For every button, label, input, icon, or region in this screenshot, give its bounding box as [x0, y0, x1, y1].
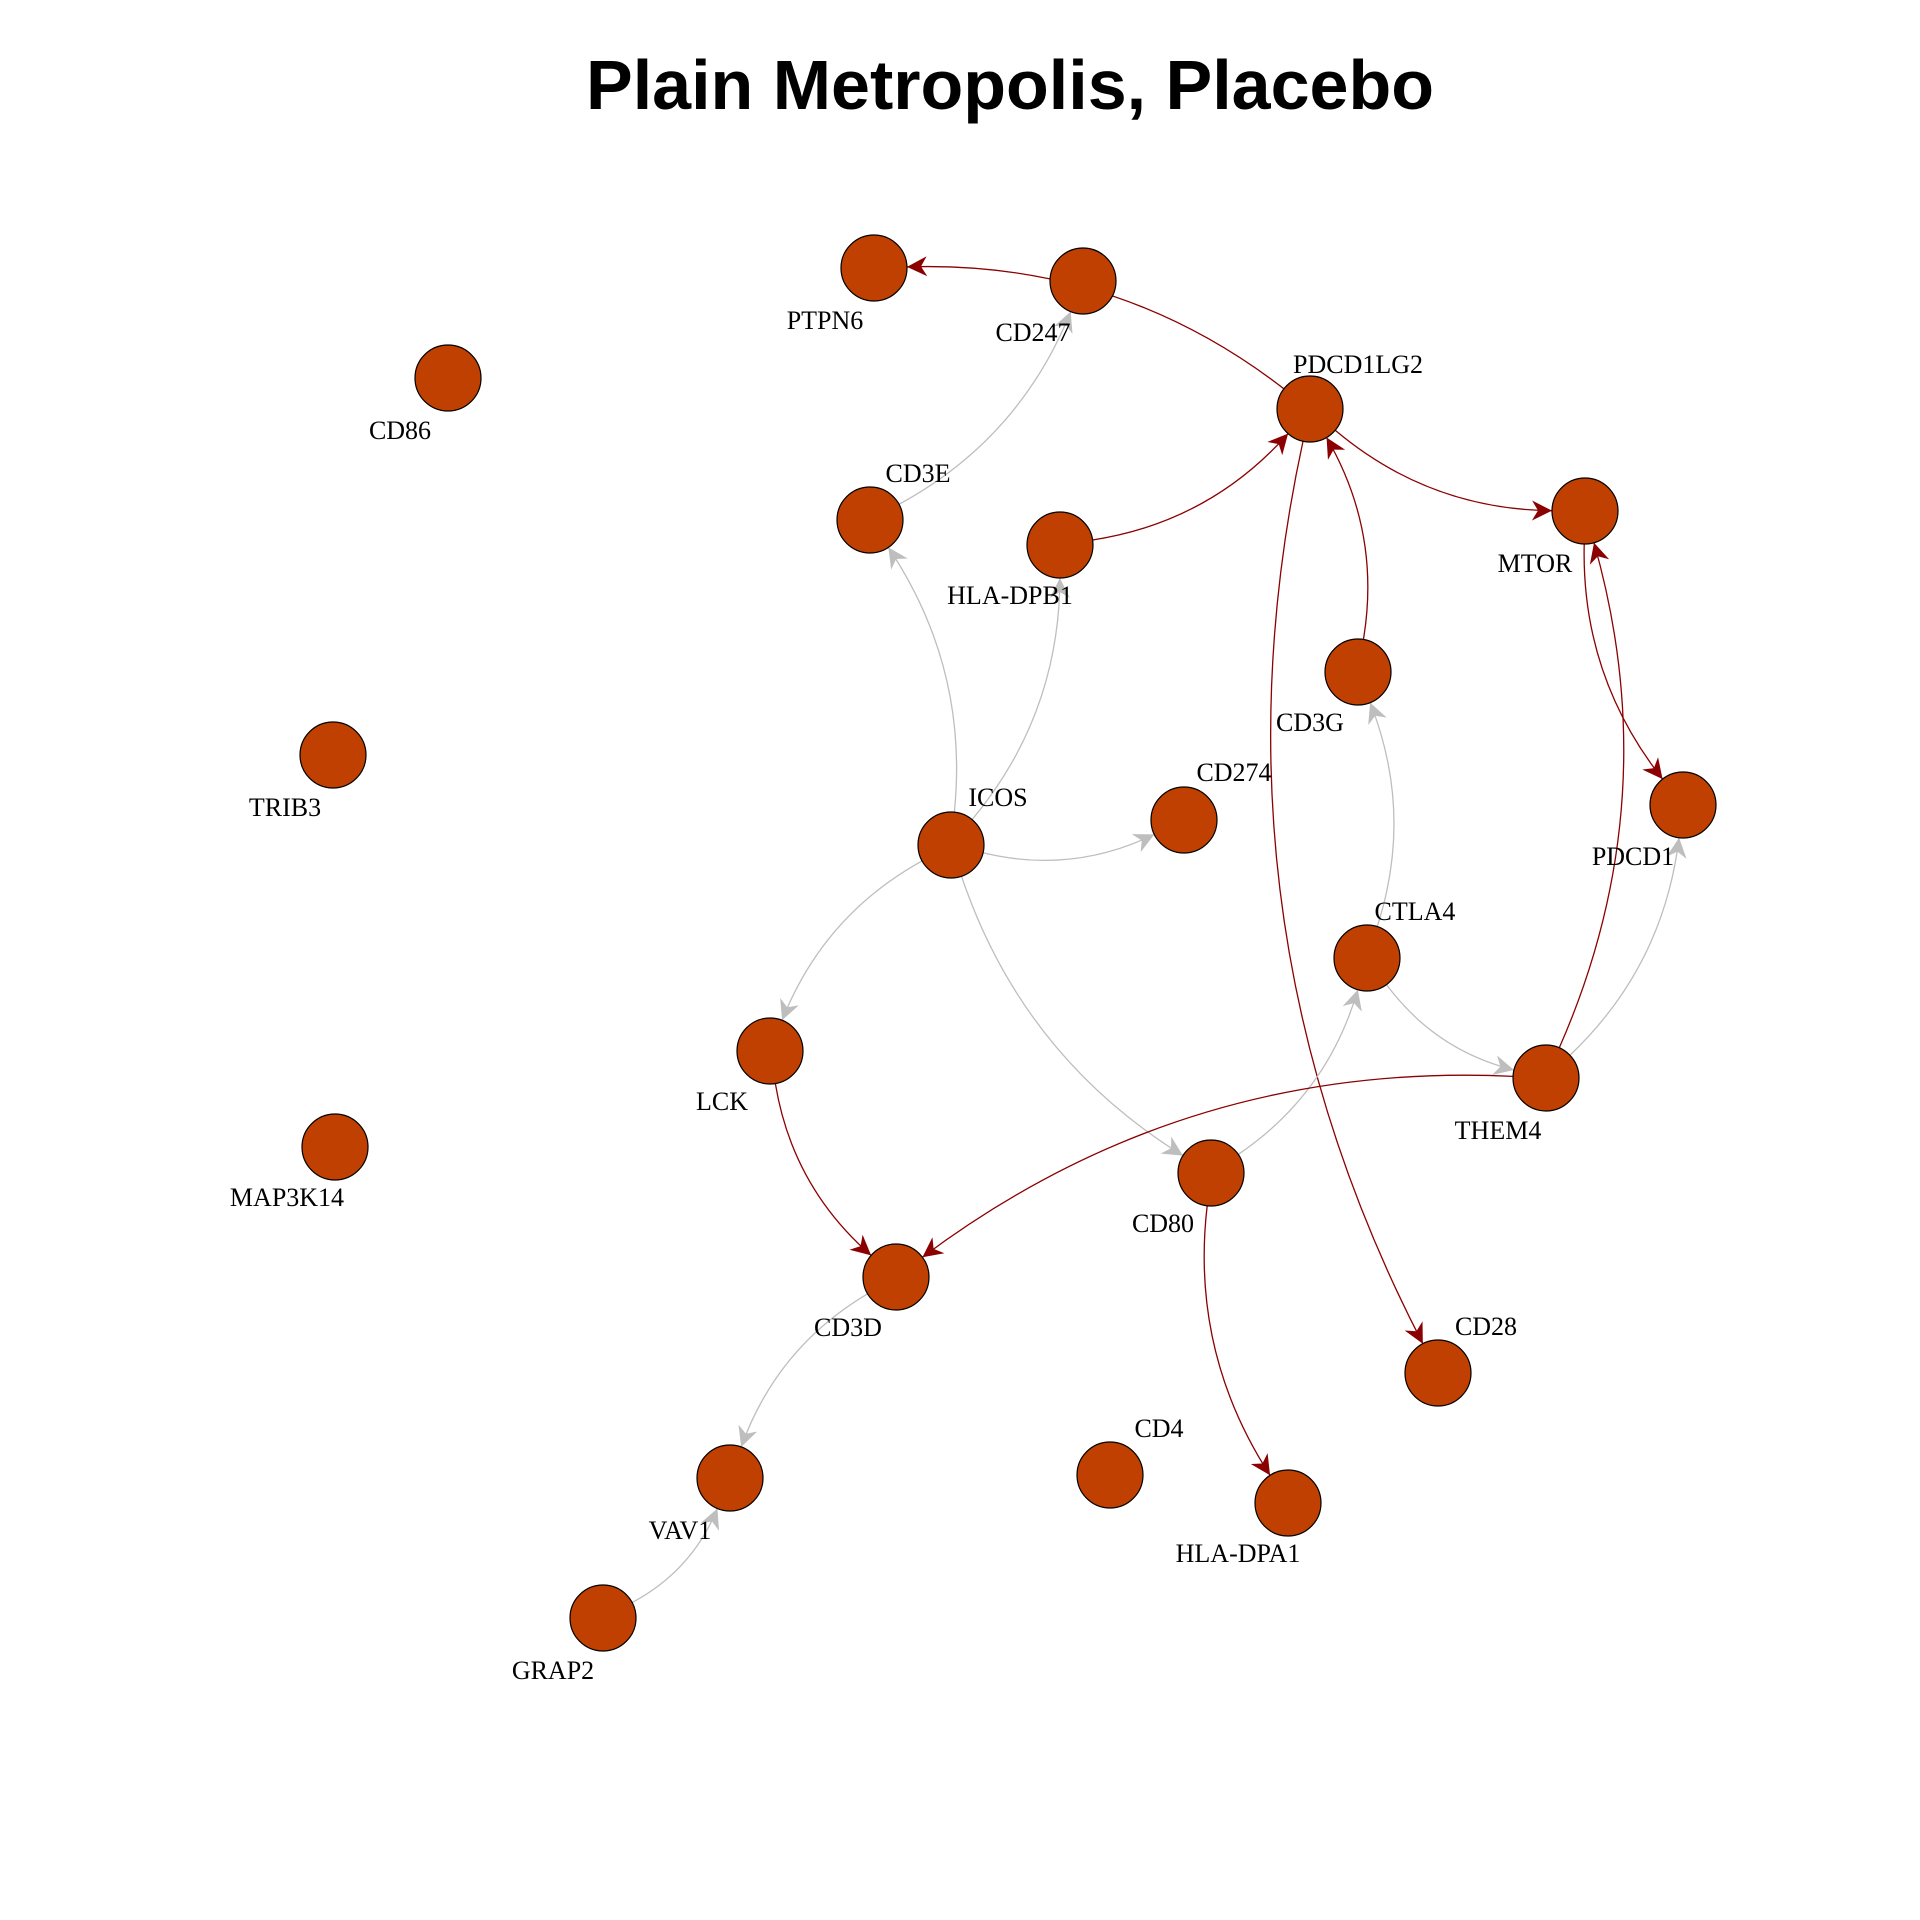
- edge-pdcd1lg2-to-cd28: [1270, 441, 1424, 1344]
- node-label-hla-dpa1: HLA-DPA1: [1176, 1539, 1301, 1568]
- node-lck[interactable]: [736, 1017, 804, 1085]
- node-label-cd4: CD4: [1134, 1414, 1183, 1443]
- edge-grap2-to-vav1: [631, 1508, 720, 1604]
- node-label-lck: LCK: [696, 1087, 748, 1116]
- edge-cd80-to-ctla4: [1237, 989, 1362, 1155]
- node-vav1[interactable]: [696, 1444, 764, 1512]
- edge-mtor-to-pdcd1: [1583, 543, 1664, 780]
- node-label-cd28: CD28: [1455, 1312, 1517, 1341]
- node-pdcd1[interactable]: [1649, 771, 1717, 839]
- page-title: Plain Metropolis, Placebo: [586, 46, 1434, 124]
- node-cd86[interactable]: [414, 344, 482, 412]
- node-label-hla-dpb1: HLA-DPB1: [947, 581, 1073, 610]
- edge-cd3e-to-cd247: [898, 311, 1073, 505]
- node-label-cd3d: CD3D: [814, 1313, 882, 1342]
- node-cd3d[interactable]: [862, 1243, 930, 1311]
- node-label-cd3g: CD3G: [1276, 708, 1344, 737]
- node-map3k14[interactable]: [301, 1113, 369, 1181]
- edge-them4-to-cd3d: [922, 1074, 1514, 1258]
- node-label-map3k14: MAP3K14: [230, 1183, 344, 1212]
- node-label-them4: THEM4: [1455, 1116, 1542, 1145]
- node-pdcd1lg2[interactable]: [1276, 375, 1344, 443]
- node-grap2[interactable]: [569, 1584, 637, 1652]
- nodes-layer: [299, 234, 1717, 1652]
- node-trib3[interactable]: [299, 721, 367, 789]
- node-label-cd3e: CD3E: [886, 459, 951, 488]
- edge-ctla4-to-them4: [1386, 984, 1515, 1075]
- node-ctla4[interactable]: [1333, 924, 1401, 992]
- edge-icos-to-hla-dpb1: [971, 577, 1070, 821]
- edge-them4-to-mtor: [1558, 542, 1625, 1049]
- node-label-mtor: MTOR: [1498, 549, 1573, 578]
- edge-cd80-to-hla-dpa1: [1203, 1205, 1271, 1476]
- edge-hla-dpb1-to-pdcd1lg2: [1092, 433, 1289, 541]
- node-cd3e[interactable]: [836, 486, 904, 554]
- edge-icos-to-lck: [780, 860, 923, 1021]
- node-label-cd247: CD247: [995, 318, 1070, 347]
- node-label-pdcd1lg2: PDCD1LG2: [1293, 350, 1423, 379]
- node-label-cd86: CD86: [369, 416, 431, 445]
- edge-ctla4-to-cd3g: [1368, 702, 1395, 927]
- edge-cd3d-to-vav1: [738, 1293, 868, 1448]
- node-label-ctla4: CTLA4: [1375, 897, 1456, 926]
- edges-layer: [631, 256, 1687, 1604]
- edge-pdcd1lg2-to-mtor: [1334, 429, 1553, 521]
- node-cd274[interactable]: [1150, 786, 1218, 854]
- node-label-icos: ICOS: [968, 783, 1027, 812]
- node-them4[interactable]: [1512, 1044, 1580, 1112]
- node-label-cd274: CD274: [1196, 758, 1271, 787]
- node-label-cd80: CD80: [1132, 1209, 1194, 1238]
- node-mtor[interactable]: [1551, 477, 1619, 545]
- node-cd28[interactable]: [1404, 1339, 1472, 1407]
- node-label-vav1: VAV1: [649, 1516, 712, 1545]
- edge-icos-to-cd80: [960, 876, 1184, 1157]
- node-label-ptpn6: PTPN6: [787, 306, 864, 335]
- edge-icos-to-cd3e: [887, 547, 958, 813]
- node-icos[interactable]: [917, 811, 985, 879]
- labels-layer: PTPN6 CD247 CD86 PDCD1LG2 CD3E HLA-DPB1 MTOR CD…: [230, 306, 1674, 1685]
- node-cd4[interactable]: [1076, 1441, 1144, 1509]
- node-label-trib3: TRIB3: [249, 793, 321, 822]
- edge-icos-to-cd274: [982, 833, 1155, 862]
- edge-lck-to-cd3d: [774, 1083, 872, 1256]
- node-hla-dpb1[interactable]: [1026, 511, 1094, 579]
- node-hla-dpa1[interactable]: [1254, 1469, 1322, 1537]
- edge-them4-to-pdcd1: [1569, 837, 1687, 1056]
- node-label-grap2: GRAP2: [512, 1656, 594, 1685]
- node-ptpn6[interactable]: [840, 234, 908, 302]
- node-cd247[interactable]: [1049, 247, 1117, 315]
- node-cd80[interactable]: [1177, 1139, 1245, 1207]
- node-label-pdcd1: PDCD1: [1592, 842, 1674, 871]
- node-cd3g[interactable]: [1324, 638, 1392, 706]
- edge-cd3g-to-pdcd1lg2: [1326, 437, 1369, 640]
